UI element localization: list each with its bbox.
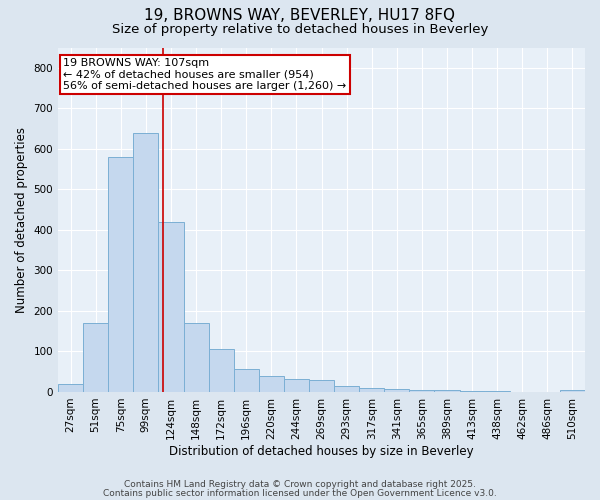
Y-axis label: Number of detached properties: Number of detached properties (15, 126, 28, 312)
Bar (460, 390, 485, 392)
Bar (158, 222, 184, 392)
Bar (259, 376, 284, 392)
Bar (284, 378, 309, 392)
Text: Contains public sector information licensed under the Open Government Licence v3: Contains public sector information licen… (103, 489, 497, 498)
X-axis label: Distribution of detached houses by size in Beverley: Distribution of detached houses by size … (169, 444, 474, 458)
Text: Contains HM Land Registry data © Crown copyright and database right 2025.: Contains HM Land Registry data © Crown c… (124, 480, 476, 489)
Bar (233, 369, 259, 392)
Bar (133, 132, 158, 392)
Bar (384, 388, 409, 392)
Text: 19 BROWNS WAY: 107sqm
← 42% of detached houses are smaller (954)
56% of semi-det: 19 BROWNS WAY: 107sqm ← 42% of detached … (64, 58, 347, 91)
Bar (83, 323, 108, 392)
Bar (485, 391, 510, 392)
Bar (560, 390, 585, 392)
Text: Size of property relative to detached houses in Beverley: Size of property relative to detached ho… (112, 22, 488, 36)
Bar (434, 390, 460, 392)
Bar (359, 388, 384, 392)
Bar (334, 386, 359, 392)
Bar (209, 350, 233, 392)
Bar (184, 323, 209, 392)
Bar (58, 384, 83, 392)
Bar (309, 380, 334, 392)
Text: 19, BROWNS WAY, BEVERLEY, HU17 8FQ: 19, BROWNS WAY, BEVERLEY, HU17 8FQ (145, 8, 455, 22)
Bar (108, 157, 133, 392)
Bar (409, 390, 434, 392)
